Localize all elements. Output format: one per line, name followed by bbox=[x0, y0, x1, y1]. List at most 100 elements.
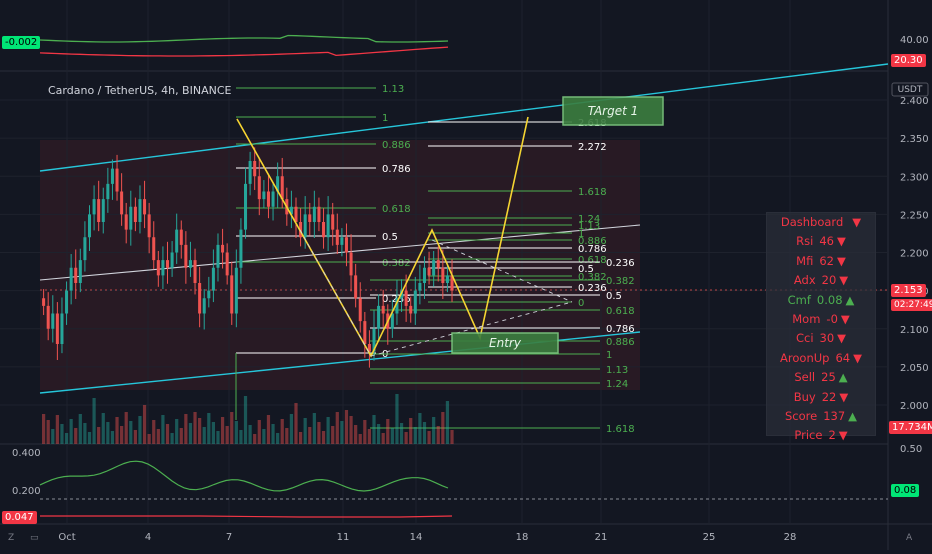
candle-body[interactable] bbox=[422, 267, 426, 283]
currency-box[interactable] bbox=[891, 82, 929, 97]
candle-body[interactable] bbox=[207, 290, 211, 299]
candle-body[interactable] bbox=[234, 267, 238, 314]
candle-body[interactable] bbox=[303, 214, 307, 238]
candle-body[interactable] bbox=[404, 290, 408, 306]
candle-body[interactable] bbox=[138, 199, 142, 222]
candle-body[interactable] bbox=[97, 199, 101, 222]
candle-body[interactable] bbox=[87, 214, 92, 238]
candle-body[interactable] bbox=[161, 260, 165, 276]
candle-body[interactable] bbox=[436, 260, 440, 268]
candle-body[interactable] bbox=[381, 305, 385, 314]
candle-body[interactable] bbox=[152, 237, 156, 261]
candle-body[interactable] bbox=[312, 206, 316, 222]
candle-body[interactable] bbox=[115, 168, 119, 192]
candle-body[interactable] bbox=[202, 298, 206, 314]
candle-body[interactable] bbox=[42, 298, 46, 306]
candle-body[interactable] bbox=[110, 168, 114, 184]
candle-body[interactable] bbox=[308, 214, 312, 222]
candle-body[interactable] bbox=[129, 206, 133, 230]
candle-body[interactable] bbox=[244, 183, 248, 230]
candle-body[interactable] bbox=[188, 260, 192, 268]
candle-body[interactable] bbox=[326, 214, 330, 238]
candle-body[interactable] bbox=[340, 237, 344, 245]
candle-body[interactable] bbox=[450, 275, 454, 291]
candle-body[interactable] bbox=[193, 260, 197, 283]
candles[interactable] bbox=[42, 147, 454, 368]
candle-body[interactable] bbox=[92, 199, 96, 215]
drawing-paths[interactable] bbox=[236, 116, 573, 358]
candle-body[interactable] bbox=[358, 298, 362, 322]
candle-body[interactable] bbox=[253, 161, 257, 177]
candle-body[interactable] bbox=[395, 298, 399, 314]
candle-body[interactable] bbox=[211, 267, 215, 291]
candle-body[interactable] bbox=[179, 229, 183, 245]
candle-body[interactable] bbox=[230, 275, 234, 314]
candle-body[interactable] bbox=[74, 267, 78, 283]
candle-body[interactable] bbox=[427, 267, 431, 276]
candle-body[interactable] bbox=[276, 176, 280, 192]
candle-body[interactable] bbox=[441, 267, 445, 283]
candle-body[interactable] bbox=[106, 183, 110, 200]
candle-body[interactable] bbox=[294, 206, 298, 222]
candle-body[interactable] bbox=[377, 305, 381, 329]
candle-body[interactable] bbox=[221, 244, 225, 253]
candle-body[interactable] bbox=[175, 229, 179, 253]
candle-body[interactable] bbox=[216, 244, 220, 268]
candle-body[interactable] bbox=[280, 176, 284, 200]
candle-body[interactable] bbox=[363, 321, 367, 344]
candle-body[interactable] bbox=[83, 237, 87, 261]
candle-body[interactable] bbox=[266, 191, 270, 207]
candle-body[interactable] bbox=[271, 191, 275, 207]
candle-body[interactable] bbox=[289, 206, 293, 215]
candle-body[interactable] bbox=[101, 199, 105, 222]
z-icon[interactable]: Z bbox=[8, 533, 14, 543]
target-box[interactable] bbox=[562, 96, 664, 126]
time-axis-ticks[interactable]: Oct 4 7 11 14 18 21 25 28 bbox=[58, 532, 796, 543]
auto-scale-icon[interactable]: A bbox=[906, 533, 913, 543]
candle-body[interactable] bbox=[409, 305, 413, 314]
candle-body[interactable] bbox=[78, 260, 82, 283]
candle-body[interactable] bbox=[372, 328, 376, 352]
candle-body[interactable] bbox=[124, 214, 128, 230]
candle-body[interactable] bbox=[165, 260, 170, 268]
calendar-icon[interactable]: ▭ bbox=[30, 533, 39, 543]
candle-body[interactable] bbox=[65, 290, 69, 314]
candle-body[interactable] bbox=[170, 252, 174, 268]
candle-body[interactable] bbox=[46, 305, 50, 329]
candle-body[interactable] bbox=[225, 252, 229, 276]
candle-body[interactable] bbox=[184, 244, 188, 268]
candle-body[interactable] bbox=[55, 313, 59, 345]
channel-upper[interactable] bbox=[39, 63, 889, 172]
candle-body[interactable] bbox=[445, 275, 449, 283]
candle-body[interactable] bbox=[156, 260, 160, 276]
candle-body[interactable] bbox=[317, 206, 321, 222]
candle-body[interactable] bbox=[299, 222, 303, 238]
candle-body[interactable] bbox=[198, 283, 202, 314]
candle-body[interactable] bbox=[147, 214, 151, 238]
candle-body[interactable] bbox=[69, 267, 73, 291]
candle-body[interactable] bbox=[248, 161, 252, 184]
candle-body[interactable] bbox=[262, 191, 266, 200]
price-axis-ticks[interactable]: 2.4002.3502.3002.2502.2002.1502.1002.050… bbox=[900, 96, 929, 412]
candle-body[interactable] bbox=[51, 313, 55, 329]
channel-mid[interactable] bbox=[39, 224, 641, 281]
candle-body[interactable] bbox=[354, 275, 358, 299]
candle-body[interactable] bbox=[257, 176, 261, 200]
projection-path[interactable] bbox=[236, 116, 529, 358]
candle-body[interactable] bbox=[413, 290, 417, 314]
price-channel[interactable] bbox=[39, 63, 889, 394]
candle-body[interactable] bbox=[344, 237, 348, 253]
candle-body[interactable] bbox=[335, 229, 339, 245]
candle-body[interactable] bbox=[133, 206, 137, 222]
entry-box[interactable] bbox=[451, 332, 559, 354]
candle-body[interactable] bbox=[367, 344, 371, 352]
candle-body[interactable] bbox=[390, 313, 394, 329]
candle-body[interactable] bbox=[60, 313, 64, 345]
candle-body[interactable] bbox=[322, 222, 326, 238]
candle-body[interactable] bbox=[349, 252, 353, 276]
candle-body[interactable] bbox=[239, 229, 243, 268]
candle-body[interactable] bbox=[120, 191, 124, 215]
candle-body[interactable] bbox=[432, 260, 436, 276]
candle-body[interactable] bbox=[331, 214, 335, 230]
